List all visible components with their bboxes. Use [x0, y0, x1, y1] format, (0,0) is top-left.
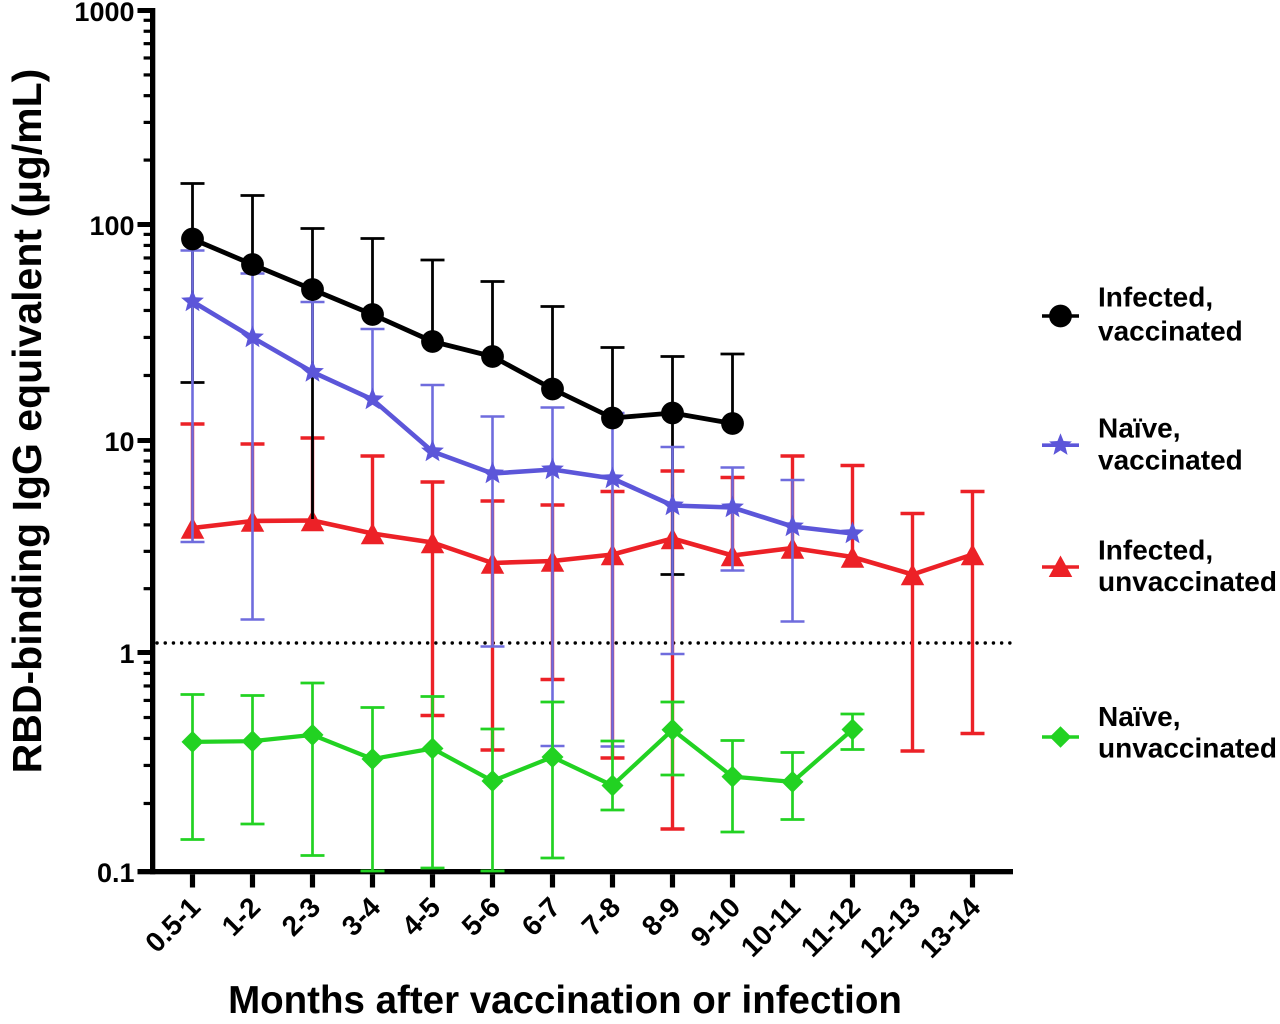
- svg-text:100: 100: [89, 211, 134, 241]
- svg-text:1000: 1000: [74, 0, 134, 27]
- svg-text:Infected,: Infected,: [1098, 535, 1213, 566]
- svg-text:Months after vaccination or in: Months after vaccination or infection: [228, 979, 902, 1019]
- svg-text:RBD-binding IgG equivalent (µg: RBD-binding IgG equivalent (µg/mL): [4, 69, 50, 774]
- svg-text:Naïve,: Naïve,: [1098, 701, 1181, 732]
- svg-text:unvaccinated: unvaccinated: [1098, 733, 1277, 764]
- svg-text:1: 1: [119, 639, 134, 669]
- svg-text:0.1: 0.1: [97, 858, 135, 888]
- svg-text:Naïve,: Naïve,: [1098, 413, 1181, 444]
- svg-text:unvaccinated: unvaccinated: [1098, 566, 1277, 597]
- svg-text:vaccinated: vaccinated: [1098, 445, 1243, 476]
- svg-text:vaccinated: vaccinated: [1098, 316, 1243, 347]
- svg-text:Infected,: Infected,: [1098, 282, 1213, 313]
- svg-text:10: 10: [104, 427, 134, 457]
